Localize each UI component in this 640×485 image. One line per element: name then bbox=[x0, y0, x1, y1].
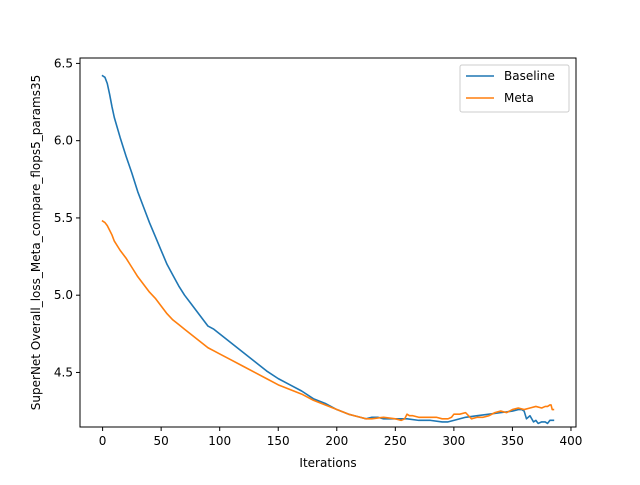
y-axis-label: SuperNet Overall_loss_Meta_compare_flops… bbox=[29, 75, 43, 410]
x-tick-label: 150 bbox=[267, 434, 290, 448]
x-tick-label: 0 bbox=[99, 434, 107, 448]
y-tick-label: 4.5 bbox=[54, 365, 73, 379]
legend-label-meta: Meta bbox=[504, 91, 534, 105]
x-tick-label: 300 bbox=[442, 434, 465, 448]
y-axis: 4.5 5.0 5.5 6.0 6.5 bbox=[54, 56, 80, 379]
x-tick-label: 200 bbox=[325, 434, 348, 448]
x-tick-label: 350 bbox=[501, 434, 524, 448]
x-tick-label: 100 bbox=[208, 434, 231, 448]
x-tick-label: 400 bbox=[560, 434, 583, 448]
x-axis: 0 50 100 150 200 250 300 350 400 bbox=[99, 427, 583, 448]
x-axis-label: Iterations bbox=[299, 456, 356, 470]
y-tick-label: 5.5 bbox=[54, 211, 73, 225]
y-tick-label: 6.0 bbox=[54, 134, 73, 148]
legend: Baseline Meta bbox=[459, 64, 570, 113]
y-tick-label: 5.0 bbox=[54, 288, 73, 302]
series-layer bbox=[101, 74, 555, 425]
y-tick-label: 6.5 bbox=[54, 56, 73, 70]
x-tick-label: 250 bbox=[384, 434, 407, 448]
series-line-meta bbox=[101, 219, 555, 422]
axes-frame bbox=[79, 57, 577, 428]
x-tick-label: 50 bbox=[154, 434, 169, 448]
legend-label-baseline: Baseline bbox=[504, 69, 555, 83]
